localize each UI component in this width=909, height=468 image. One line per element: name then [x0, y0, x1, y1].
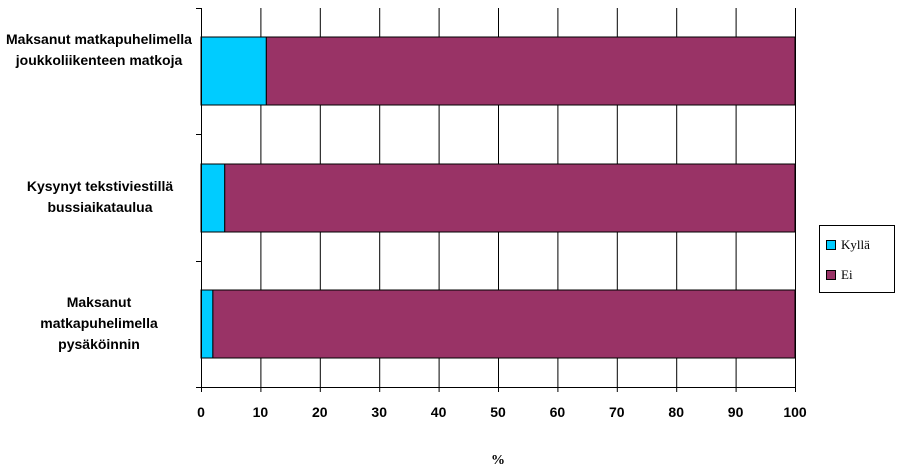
bar-kyll--2 — [200, 289, 214, 359]
x-tick-label-70: 70 — [609, 404, 625, 420]
axes — [196, 8, 796, 392]
legend-item-ei: Ei — [826, 267, 853, 283]
x-tick-label-40: 40 — [431, 404, 447, 420]
x-tick-label-90: 90 — [728, 404, 744, 420]
bar-ei-1 — [224, 163, 796, 233]
legend-label-kylla: Kyllä — [841, 237, 870, 252]
category-label-pysakointi: Maksanut matkapuhelimella pysäköinnin — [40, 294, 158, 352]
x-axis-title: % — [491, 453, 505, 468]
x-tick-label-20: 20 — [312, 404, 328, 420]
x-tick-label-60: 60 — [550, 404, 566, 420]
x-tick-label-80: 80 — [668, 404, 684, 420]
bar-ei-0 — [265, 36, 796, 106]
legend-swatch-ei — [826, 270, 836, 280]
x-tick-label-30: 30 — [371, 404, 387, 420]
category-label-bussiaikataulu: Kysynyt tekstiviestillä bussiaikataulua — [26, 178, 174, 215]
bar-kyll--1 — [200, 163, 226, 233]
bar-kyll--0 — [200, 36, 267, 106]
category-label-joukkoliikenne: Maksanut matkapuhelimella joukkoliikente… — [6, 31, 192, 68]
x-tick-label-10: 10 — [253, 404, 269, 420]
x-tick-labels: 0 10 20 30 40 50 60 70 80 90 100 — [197, 404, 807, 420]
x-tick-label-100: 100 — [783, 404, 807, 420]
legend-swatch-kylla — [826, 240, 836, 250]
legend: Kyllä Ei — [819, 225, 895, 293]
bars — [200, 36, 796, 359]
x-tick-label-50: 50 — [490, 404, 506, 420]
legend-label-ei: Ei — [841, 267, 853, 282]
x-tick-label-0: 0 — [197, 404, 205, 420]
bar-ei-2 — [212, 289, 796, 359]
legend-item-kylla: Kyllä — [826, 237, 870, 253]
